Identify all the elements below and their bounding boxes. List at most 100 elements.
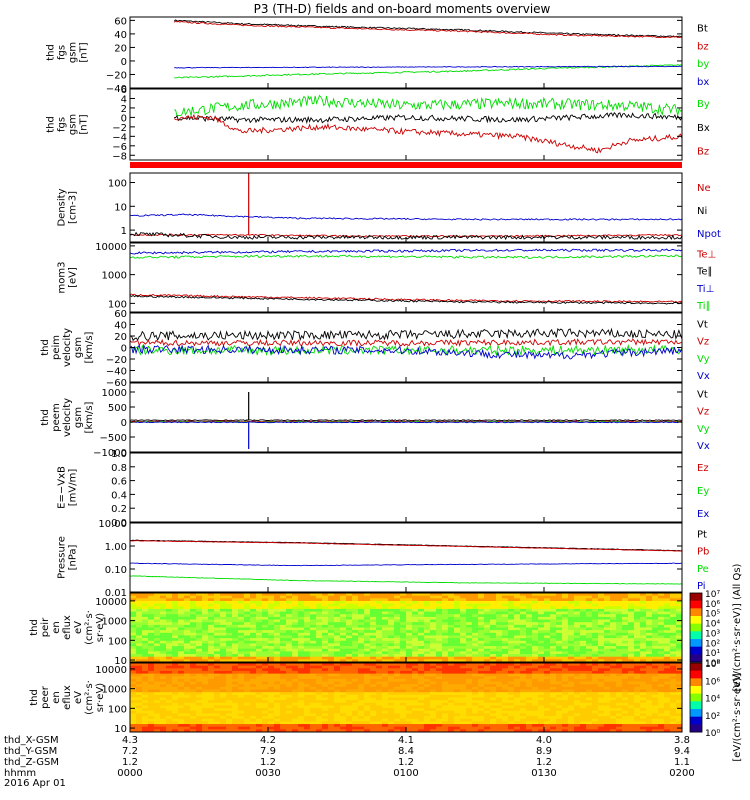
heatmap-cell: [160, 676, 167, 680]
heatmap-cell: [154, 648, 161, 652]
heatmap-cell: [214, 670, 221, 675]
heatmap-cell: [274, 603, 281, 607]
heatmap-cell: [292, 668, 299, 672]
heatmap-cell: [586, 600, 593, 605]
heatmap-cell: [154, 622, 161, 626]
heatmap-cell: [262, 656, 269, 660]
heatmap-cell: [238, 700, 245, 704]
heatmap-cell: [322, 670, 329, 675]
heatmap-cell: [238, 702, 245, 706]
heatmap-cell: [310, 724, 317, 728]
heatmap-cell: [568, 635, 575, 639]
heatmap-cell: [388, 713, 395, 717]
heatmap-cell: [244, 663, 251, 667]
heatmap-cell: [616, 656, 623, 660]
heatmap-cell: [388, 694, 395, 698]
heatmap-cell: [670, 656, 677, 660]
heatmap-cell: [286, 673, 293, 677]
heatmap-cell: [388, 640, 395, 644]
heatmap-cell: [142, 673, 149, 677]
heatmap-cell: [478, 595, 485, 599]
heatmap-cell: [622, 670, 629, 675]
heatmap-cell: [526, 656, 533, 660]
heatmap-cell: [622, 692, 629, 696]
heatmap-cell: [376, 724, 383, 728]
heatmap-cell: [562, 648, 569, 652]
y-tick-label: 0.4: [111, 490, 127, 501]
heatmap-cell: [676, 638, 683, 642]
heatmap-cell: [424, 705, 431, 709]
y-tick-label: −40: [106, 367, 127, 378]
heatmap-cell: [202, 681, 209, 685]
heatmap-cell: [316, 627, 323, 631]
heatmap-cell: [448, 670, 455, 675]
heatmap-cell: [394, 721, 401, 725]
heatmap-cell: [424, 598, 431, 602]
heatmap-cell: [568, 622, 575, 626]
heatmap-cell: [490, 603, 497, 607]
heatmap-cell: [496, 619, 503, 623]
heatmap-cell: [574, 692, 581, 696]
heatmap-cell: [556, 619, 563, 623]
heatmap-cell: [166, 659, 173, 663]
heatmap-cell: [406, 619, 413, 623]
heatmap-cell: [472, 702, 479, 706]
heatmap-cell: [202, 716, 209, 720]
heatmap-cell: [496, 600, 503, 605]
heatmap-cell: [316, 603, 323, 607]
heatmap-cell: [232, 681, 239, 685]
heatmap-cell: [490, 663, 497, 667]
heatmap-cell: [496, 710, 503, 714]
y-tick-label: 1000: [102, 617, 127, 628]
heatmap-cell: [622, 630, 629, 634]
heatmap-cell: [526, 648, 533, 652]
heatmap-cell: [532, 616, 539, 620]
heatmap-cell: [568, 598, 575, 602]
heatmap-cell: [268, 627, 275, 631]
heatmap-cell: [328, 663, 335, 667]
heatmap-cell: [364, 608, 371, 612]
heatmap-cell: [310, 697, 317, 701]
heatmap-cell: [130, 630, 137, 634]
heatmap-cell: [418, 638, 425, 642]
heatmap-cell: [358, 673, 365, 677]
heatmap-cell: [664, 600, 671, 605]
heatmap-cell: [376, 708, 383, 712]
heatmap-cell: [634, 729, 641, 733]
heatmap-cell: [496, 670, 503, 675]
heatmap-cell: [172, 718, 179, 722]
heatmap-cell: [646, 665, 653, 669]
heatmap-cell: [220, 670, 227, 675]
heatmap-cell: [154, 598, 161, 602]
heatmap-cell: [256, 670, 263, 675]
heatmap-cell: [580, 684, 587, 688]
heatmap-cell: [412, 598, 419, 602]
heatmap-cell: [412, 729, 419, 733]
heatmap-cell: [610, 710, 617, 714]
heatmap-cell: [334, 692, 341, 696]
heatmap-cell: [616, 665, 623, 669]
heatmap-cell: [484, 648, 491, 652]
heatmap-cell: [358, 676, 365, 680]
heatmap-cell: [538, 619, 545, 623]
heatmap-cell: [574, 608, 581, 612]
heatmap-cell: [340, 724, 347, 728]
heatmap-cell: [208, 710, 215, 714]
heatmap-cell: [268, 673, 275, 677]
heatmap-cell: [622, 654, 629, 658]
heatmap-cell: [316, 681, 323, 685]
heatmap-cell: [226, 718, 233, 722]
heatmap-cell: [640, 716, 647, 720]
heatmap-cell: [454, 648, 461, 652]
heatmap-cell: [472, 681, 479, 685]
heatmap-cell: [406, 603, 413, 607]
heatmap-cell: [268, 638, 275, 642]
heatmap-cell: [634, 681, 641, 685]
heatmap-cell: [154, 694, 161, 698]
heatmap-cell: [214, 640, 221, 644]
heatmap-cell: [184, 600, 191, 605]
heatmap-cell: [226, 622, 233, 626]
heatmap-cell: [568, 593, 575, 597]
heatmap-cell: [232, 702, 239, 706]
heatmap-cell: [214, 668, 221, 672]
